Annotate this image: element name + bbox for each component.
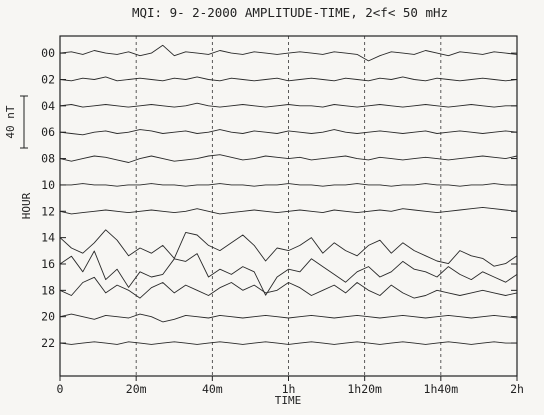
- trace-hour-00: [59, 44, 518, 62]
- x-tick-label: 1h20m: [347, 382, 382, 396]
- trace-hour-10: [60, 183, 517, 187]
- x-tick-label: 2h: [510, 382, 524, 396]
- y-axis-label: HOUR: [20, 192, 33, 219]
- y-tick-label: 16: [41, 257, 55, 271]
- y-tick-label: 06: [41, 125, 55, 139]
- y-axis-ticks: 00 02 04 06 08 10 12 14 16 18 20 22: [41, 46, 517, 350]
- y-tick-label: 12: [41, 204, 55, 218]
- hour-traces: [59, 44, 518, 345]
- y-tick-label: 22: [41, 336, 55, 350]
- y-tick-label: 20: [41, 310, 55, 324]
- y-tick-label: 08: [41, 152, 55, 166]
- trace-hour-12: [59, 206, 518, 215]
- x-tick-label: 0: [57, 382, 64, 396]
- x-tick-label: 20m: [126, 382, 147, 396]
- x-tick-label: 40m: [202, 382, 223, 396]
- scale-bar-label: 40 nT: [4, 105, 17, 138]
- y-tick-label: 18: [41, 283, 55, 297]
- y-tick-label: 14: [41, 231, 55, 245]
- trace-hour-22: [59, 341, 517, 345]
- chart-title: MQI: 9- 2-2000 AMPLITUDE-TIME, 2<f< 50 m…: [132, 5, 448, 20]
- x-tick-label: 1h40m: [424, 382, 459, 396]
- trace-hour-08: [59, 154, 518, 163]
- x-axis-ticks: 0 20m 40m 1h 1h20m 1h40m 2h: [57, 376, 524, 396]
- y-tick-label: 02: [41, 72, 55, 86]
- vertical-gridlines: [135, 36, 442, 376]
- trace-hour-06: [59, 129, 518, 136]
- y-tick-label: 00: [41, 46, 55, 60]
- x-axis-label: TIME: [275, 394, 302, 407]
- trace-hour-14: [59, 229, 518, 267]
- trace-hour-04: [59, 102, 517, 108]
- y-tick-label: 04: [41, 99, 55, 113]
- scale-bar: 40 nT: [4, 95, 28, 149]
- trace-hour-16: [59, 250, 518, 296]
- y-tick-label: 10: [41, 178, 55, 192]
- trace-hour-20: [59, 313, 518, 323]
- trace-hour-18: [59, 276, 518, 299]
- x-tick-label: 1h: [282, 382, 296, 396]
- trace-hour-02: [59, 76, 518, 82]
